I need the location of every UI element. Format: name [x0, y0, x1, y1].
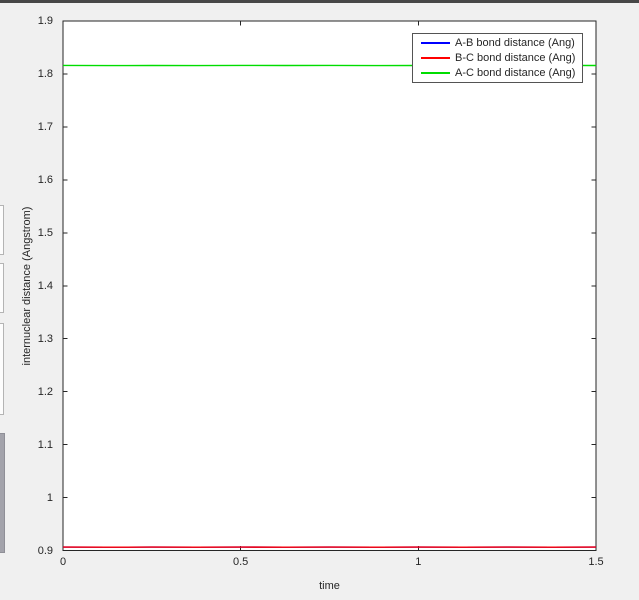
x-tick-label: 0.5 — [233, 556, 249, 568]
y-tick-label: 1.8 — [37, 67, 53, 80]
clipped-left-button-2[interactable] — [0, 263, 4, 313]
y-tick-label: 1 — [46, 491, 53, 504]
y-tick-label: 1.1 — [37, 438, 53, 451]
clipped-left-scrollbar[interactable] — [0, 433, 5, 553]
legend-entry-label: B-C bond distance (Ang) — [455, 51, 576, 64]
y-tick-label: 1.4 — [37, 279, 53, 292]
legend-entry-label: A-B bond distance (Ang) — [455, 36, 575, 49]
x-tick-label: 0 — [59, 556, 67, 568]
y-tick-label: 0.9 — [37, 544, 53, 557]
legend-entry: A-C bond distance (Ang) — [413, 66, 582, 81]
x-axis-label: time — [319, 580, 340, 592]
clipped-left-panel[interactable] — [0, 323, 4, 415]
window-top-border — [0, 0, 639, 3]
y-tick-label: 1.6 — [37, 173, 53, 186]
tick-marks — [62, 20, 597, 551]
clipped-left-button-1[interactable] — [0, 205, 4, 255]
legend-entry-label: A-C bond distance (Ang) — [455, 67, 576, 80]
y-tick-label: 1.5 — [37, 226, 53, 239]
x-tick-label: 1.5 — [588, 556, 604, 568]
legend-entry: A-B bond distance (Ang) — [413, 35, 582, 50]
x-tick-label: 1 — [415, 556, 422, 568]
y-tick-label: 1.2 — [37, 385, 53, 398]
legend[interactable]: A-B bond distance (Ang) B-C bond distance… — [412, 33, 583, 83]
legend-line-sample — [421, 72, 450, 75]
y-tick-label: 1.9 — [37, 15, 53, 27]
y-tick-label: 1.3 — [37, 332, 53, 345]
axes-box — [62, 20, 597, 551]
legend-line-sample — [421, 41, 450, 44]
legend-line-sample — [421, 56, 450, 59]
legend-entry: B-C bond distance (Ang) — [413, 50, 582, 65]
y-tick-label: 1.7 — [37, 120, 53, 133]
